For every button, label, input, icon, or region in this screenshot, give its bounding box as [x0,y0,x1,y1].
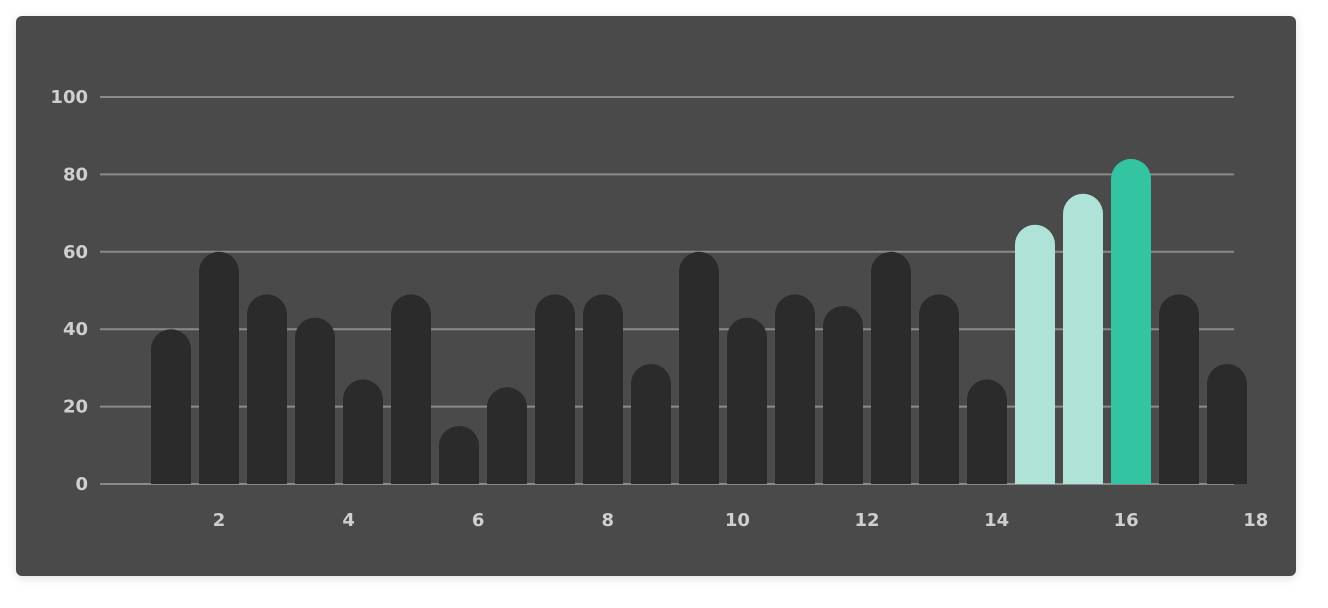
bar-17 [919,294,959,484]
x-tick-label: 4 [342,510,355,531]
bar-chart: 0 20 40 60 80 100 2 4 6 8 10 12 14 16 18 [50,87,1269,531]
bar-2 [199,251,239,484]
bar-20 [1063,193,1103,484]
bar-7 [439,425,479,484]
bar-4 [295,317,335,484]
y-axis-ticks: 0 20 40 60 80 100 [50,87,88,495]
y-tick-label: 40 [63,319,88,340]
x-tick-label: 8 [602,510,615,531]
bar-3 [247,294,287,484]
chart-card: 0 20 40 60 80 100 2 4 6 8 10 12 14 16 18 [16,16,1296,576]
bar-16 [871,251,911,484]
x-tick-label: 18 [1243,510,1268,531]
bar-15 [823,305,863,484]
bar-11 [631,364,671,484]
bar-23 [1207,364,1247,484]
bar-5 [343,379,383,484]
y-tick-label: 80 [63,164,88,185]
x-tick-label: 10 [725,510,750,531]
x-tick-label: 2 [213,510,226,531]
bar-10 [583,294,623,484]
y-tick-label: 0 [75,474,88,495]
bar-13 [727,317,767,484]
bar-19 [1015,224,1055,484]
x-tick-label: 12 [854,510,879,531]
x-tick-label: 14 [984,510,1009,531]
y-tick-label: 100 [50,87,88,108]
bar-18 [967,379,1007,484]
bar-14 [775,294,815,484]
bar-1 [151,329,191,484]
bar-8 [487,387,527,484]
y-tick-label: 20 [63,397,88,418]
y-tick-label: 60 [63,242,88,263]
bar-9 [535,294,575,484]
bar-12 [679,251,719,484]
bar-6 [391,294,431,484]
x-tick-label: 16 [1114,510,1139,531]
bar-21 [1111,158,1151,485]
x-tick-label: 6 [472,510,485,531]
x-axis-ticks: 2 4 6 8 10 12 14 16 18 [213,510,1269,531]
bar-22 [1159,294,1199,484]
bars [151,158,1247,485]
